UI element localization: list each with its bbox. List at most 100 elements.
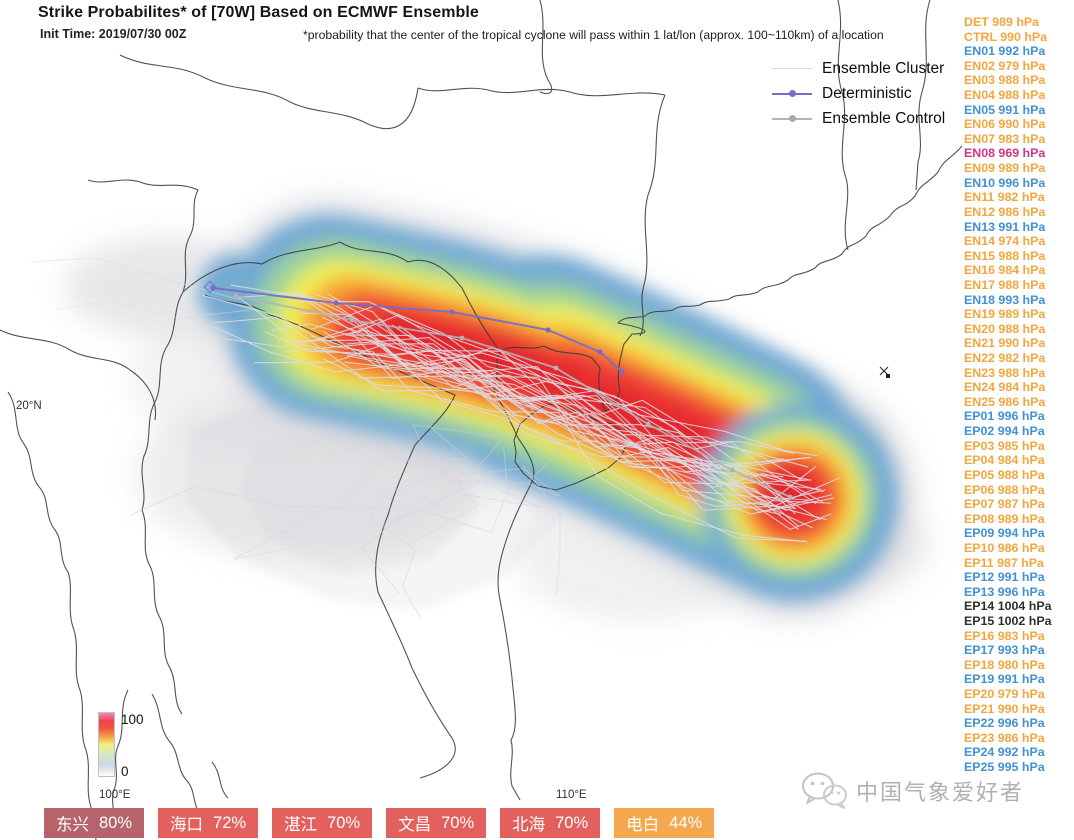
ensemble-member-entry: EP10 986 hPa: [964, 540, 1045, 555]
ensemble-member-entry: EP17 993 hPa: [964, 643, 1045, 658]
colorbar-labels: 100 0: [121, 712, 144, 779]
city-probability-value: 70%: [327, 813, 361, 832]
legend: Ensemble Cluster Deterministic Ensemble …: [772, 56, 945, 131]
probability-colorbar: 100 0: [98, 712, 144, 779]
ensemble-member-entry: EP21 990 hPa: [964, 701, 1045, 716]
ensemble-member-entry: EN22 982 hPa: [964, 351, 1046, 366]
ensemble-member-entry: EN23 988 hPa: [964, 365, 1046, 380]
legend-row-cluster: Ensemble Cluster: [772, 56, 945, 81]
colorbar-gradient: [98, 712, 115, 777]
city-probability-badge: 电白 44%: [614, 808, 715, 838]
ensemble-member-entry: EN07 983 hPa: [964, 131, 1046, 146]
ensemble-member-entry: EN04 988 hPa: [964, 88, 1046, 103]
city-probability-badge: 东兴 80%: [44, 808, 145, 838]
ensemble-member-entry: EP02 994 hPa: [964, 424, 1045, 439]
ensemble-member-entry: EP04 984 hPa: [964, 453, 1045, 468]
ensemble-member-entry: EP24 992 hPa: [964, 745, 1045, 760]
longitude-label-left: 100°E: [99, 789, 131, 801]
init-time: Init Time: 2019/07/30 00Z: [40, 27, 187, 41]
ensemble-member-entry: EP19 991 hPa: [964, 672, 1045, 687]
ensemble-member-entry: EN02 979 hPa: [964, 58, 1046, 73]
city-probability-value: 70%: [441, 813, 475, 832]
colorbar-max: 100: [121, 712, 144, 727]
ensemble-member-entry: EN14 974 hPa: [964, 234, 1046, 249]
ensemble-member-entry: EP06 988 hPa: [964, 482, 1045, 497]
city-probability-badge: 北海 70%: [500, 808, 601, 838]
ensemble-member-entry: EP03 985 hPa: [964, 438, 1045, 453]
deterministic-track: [203, 280, 625, 375]
ensemble-member-entry: DET 989 hPa: [964, 15, 1040, 29]
ensemble-member-entry: EP07 987 hPa: [964, 497, 1045, 512]
watermark: 中国气象爱好者: [800, 770, 1024, 812]
ensemble-member-entry: EP20 979 hPa: [964, 687, 1045, 702]
ensemble-member-entry: EP11 987 hPa: [964, 555, 1044, 570]
city-probability-badge: 海口 72%: [158, 808, 259, 838]
legend-label: Ensemble Control: [822, 109, 946, 127]
ensemble-control-track: [233, 293, 793, 500]
ensemble-member-entry: EN06 990 hPa: [964, 117, 1046, 132]
ensemble-member-entry: EN20 988 hPa: [964, 321, 1046, 336]
ensemble-member-entry: EN11 982 hPa: [964, 190, 1045, 205]
ensemble-member-entry: EN25 986 hPa: [964, 394, 1046, 409]
longitude-label-right: 110°E: [556, 789, 587, 801]
ensemble-member-entry: EN17 988 hPa: [964, 277, 1046, 292]
cluster-line-swatch: [772, 68, 812, 69]
ensemble-member-entry: EN16 984 hPa: [964, 263, 1046, 278]
city-probability-badge: 湛江 70%: [272, 808, 373, 838]
ensemble-member-entry: EP08 989 hPa: [964, 511, 1045, 526]
ensemble-member-entry: EP13 996 hPa: [964, 584, 1045, 599]
ensemble-member-entry: EP16 983 hPa: [964, 628, 1045, 643]
city-name: 东兴: [56, 816, 89, 834]
latitude-label: 20°N: [16, 400, 42, 412]
ensemble-member-entry: EN09 989 hPa: [964, 161, 1046, 176]
legend-row-deterministic: Deterministic: [772, 81, 945, 106]
city-probability-value: 72%: [213, 813, 247, 832]
city-name: 文昌: [398, 816, 432, 834]
ensemble-member-entry: EN18 993 hPa: [964, 292, 1046, 307]
ensemble-member-entry: EN24 984 hPa: [964, 380, 1046, 395]
legend-label: Ensemble Cluster: [822, 59, 945, 77]
control-dot-icon: [789, 115, 796, 122]
ensemble-member-entry: EN08 969 hPa: [964, 146, 1046, 161]
ensemble-member-entry: EN13 991 hPa: [964, 219, 1046, 234]
legend-label: Deterministic: [822, 84, 912, 102]
ensemble-member-entry: EN10 996 hPa: [964, 175, 1046, 190]
ensemble-member-entry: EN12 986 hPa: [964, 204, 1046, 219]
ensemble-member-entry: EN21 990 hPa: [964, 336, 1046, 351]
wechat-icon: [802, 772, 847, 809]
typhoon-marker: [879, 366, 890, 378]
ensemble-member-entry: EP05 988 hPa: [964, 467, 1045, 482]
city-name: 北海: [512, 816, 546, 834]
page-title: Strike Probabilites* of [70W] Based on E…: [38, 4, 479, 21]
ensemble-member-entry: EN15 988 hPa: [964, 248, 1046, 263]
ensemble-member-entry: EN19 989 hPa: [964, 307, 1046, 322]
ensemble-member-entry: EP25 995 hPa: [964, 760, 1045, 775]
ensemble-member-entry: EP09 994 hPa: [964, 526, 1045, 541]
city-name: 湛江: [284, 816, 318, 834]
city-name: 电白: [626, 816, 660, 834]
ensemble-member-entry: EP23 986 hPa: [964, 730, 1045, 745]
city-probability-value: 44%: [669, 813, 703, 832]
ensemble-member-entry: EP22 996 hPa: [964, 716, 1045, 731]
ensemble-member-entry: EP15 1002 hPa: [964, 613, 1052, 628]
city-probability-value: 80%: [99, 813, 133, 832]
ensemble-member-entry: EP12 991 hPa: [964, 570, 1045, 585]
colorbar-min: 0: [121, 764, 129, 779]
footnote: *probability that the center of the trop…: [303, 28, 884, 42]
city-probability-badge: 文昌 70%: [386, 808, 487, 838]
deterministic-line-swatch: [772, 90, 812, 97]
city-name: 海口: [170, 816, 204, 834]
ensemble-member-entry: CTRL 990 hPa: [964, 29, 1048, 44]
ensemble-member-entry: EN01 992 hPa: [964, 44, 1046, 59]
legend-row-control: Ensemble Control: [772, 106, 945, 131]
city-probability-badges: 东兴 80% 海口 72% 湛江 70% 文昌 70% 北海 70%: [44, 808, 715, 838]
ensemble-member-entry: EP18 980 hPa: [964, 657, 1045, 672]
ensemble-member-entry: EN03 988 hPa: [964, 73, 1046, 88]
ensemble-member-list: DET 989 hPa CTRL 990 hPa EN01 992 hPa EN…: [964, 15, 1072, 775]
control-line-swatch: [772, 115, 812, 122]
watermark-text: 中国气象爱好者: [856, 780, 1025, 805]
ensemble-member-entry: EN05 991 hPa: [964, 102, 1046, 117]
ensemble-member-entry: EP01 996 hPa: [964, 409, 1045, 424]
